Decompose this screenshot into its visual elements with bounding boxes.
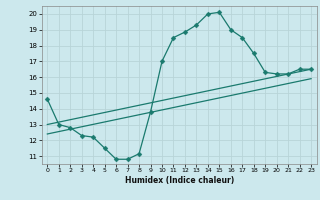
X-axis label: Humidex (Indice chaleur): Humidex (Indice chaleur) (124, 176, 234, 185)
